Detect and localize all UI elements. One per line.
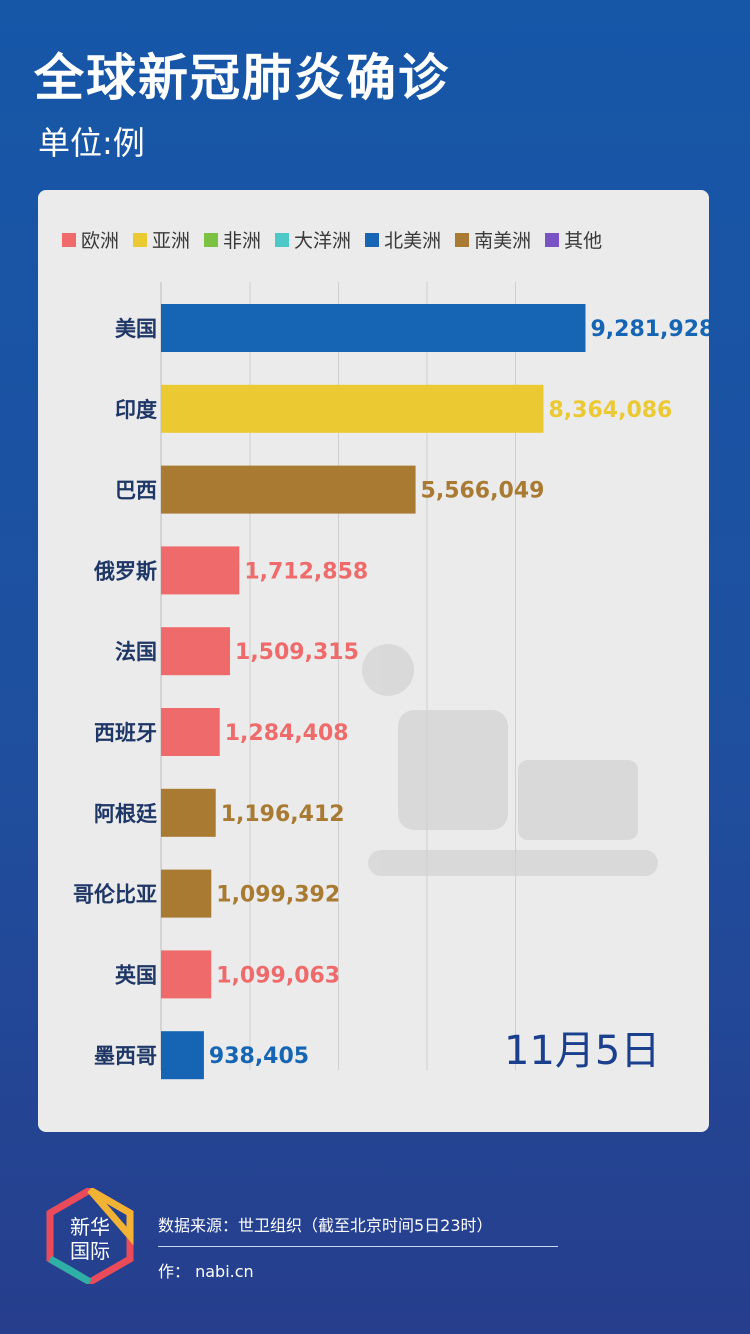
category-label: 哥伦比亚 [73,883,157,907]
data-source-text: 数据来源：世卫组织（截至北京时间5日23时） [158,1216,493,1235]
chart-card: 欧洲 亚洲 非洲 大洋洲 北美洲 南美洲 其他 美国 9,281,928 印度 8,364,086… [38,190,709,1132]
value-label: 1,712,858 [244,559,368,584]
footer-divider [158,1246,558,1247]
legend-label: 非洲 [223,230,262,252]
bar [161,708,220,756]
legend-swatch [545,232,560,247]
category-label: 俄罗斯 [93,559,157,583]
legend-item: 南美洲 [455,226,531,253]
bar [161,465,416,514]
bar [161,788,216,837]
bar [161,627,231,676]
unit-label: 单位:例 [38,124,145,162]
bar [161,950,212,999]
legend-swatch [365,232,380,247]
bar [161,1031,204,1080]
value-label: 5,566,049 [421,479,545,504]
category-label: 法国 [115,640,157,664]
bar [161,304,586,352]
category-label: 印度 [115,398,157,422]
value-label: 1,284,408 [225,721,349,746]
legend-item: 亚洲 [133,226,190,253]
legend-swatch [133,232,148,247]
legend-label: 欧洲 [81,230,120,252]
legend-swatch [62,232,76,247]
legend-item: 非洲 [204,226,261,253]
bar [161,384,544,433]
legend-label: 南美洲 [474,230,532,252]
legend-swatch [204,232,219,247]
xinhua-logo: 新华 国际 [46,1188,134,1284]
category-label: 巴西 [115,479,157,503]
value-label: 938,405 [209,1044,309,1069]
value-label: 1,509,315 [235,640,359,665]
legend-item: 欧洲 [62,226,119,253]
category-label: 墨西哥 [94,1044,157,1068]
legend-label: 其他 [564,230,603,252]
value-label: 1,099,392 [216,883,340,908]
logo-text-bottom: 国际 [70,1239,110,1263]
legend-item: 大洋洲 [275,226,351,253]
category-label: 英国 [115,963,157,987]
legend: 欧洲 亚洲 非洲 大洋洲 北美洲 南美洲 其他 [62,226,616,253]
bar [161,869,212,918]
category-label: 阿根廷 [94,802,158,826]
legend-swatch [455,232,470,247]
value-label: 1,196,412 [221,802,345,827]
legend-label: 亚洲 [152,230,191,252]
value-label: 8,364,086 [549,398,673,423]
legend-item: 北美洲 [365,226,441,253]
category-label: 西班牙 [94,721,157,745]
legend-item: 其他 [545,226,602,253]
date-label: 11月5日 [504,1028,661,1074]
legend-label: 北美洲 [384,230,442,252]
page-title: 全球新冠肺炎确诊 [34,49,450,107]
logo-text-top: 新华 [70,1215,110,1239]
watermark-icon [362,644,658,876]
bar-chart: 美国 9,281,928 印度 8,364,086 巴西 5,566,049 俄罗斯 1,71… [73,282,709,1080]
value-label: 1,099,063 [216,963,340,988]
legend-swatch [275,232,290,247]
value-label: 9,281,928 [590,317,709,342]
bar [161,546,240,595]
category-label: 美国 [115,317,157,341]
credit-text: 作： nabi.cn [158,1262,254,1281]
legend-label: 大洋洲 [294,230,352,252]
